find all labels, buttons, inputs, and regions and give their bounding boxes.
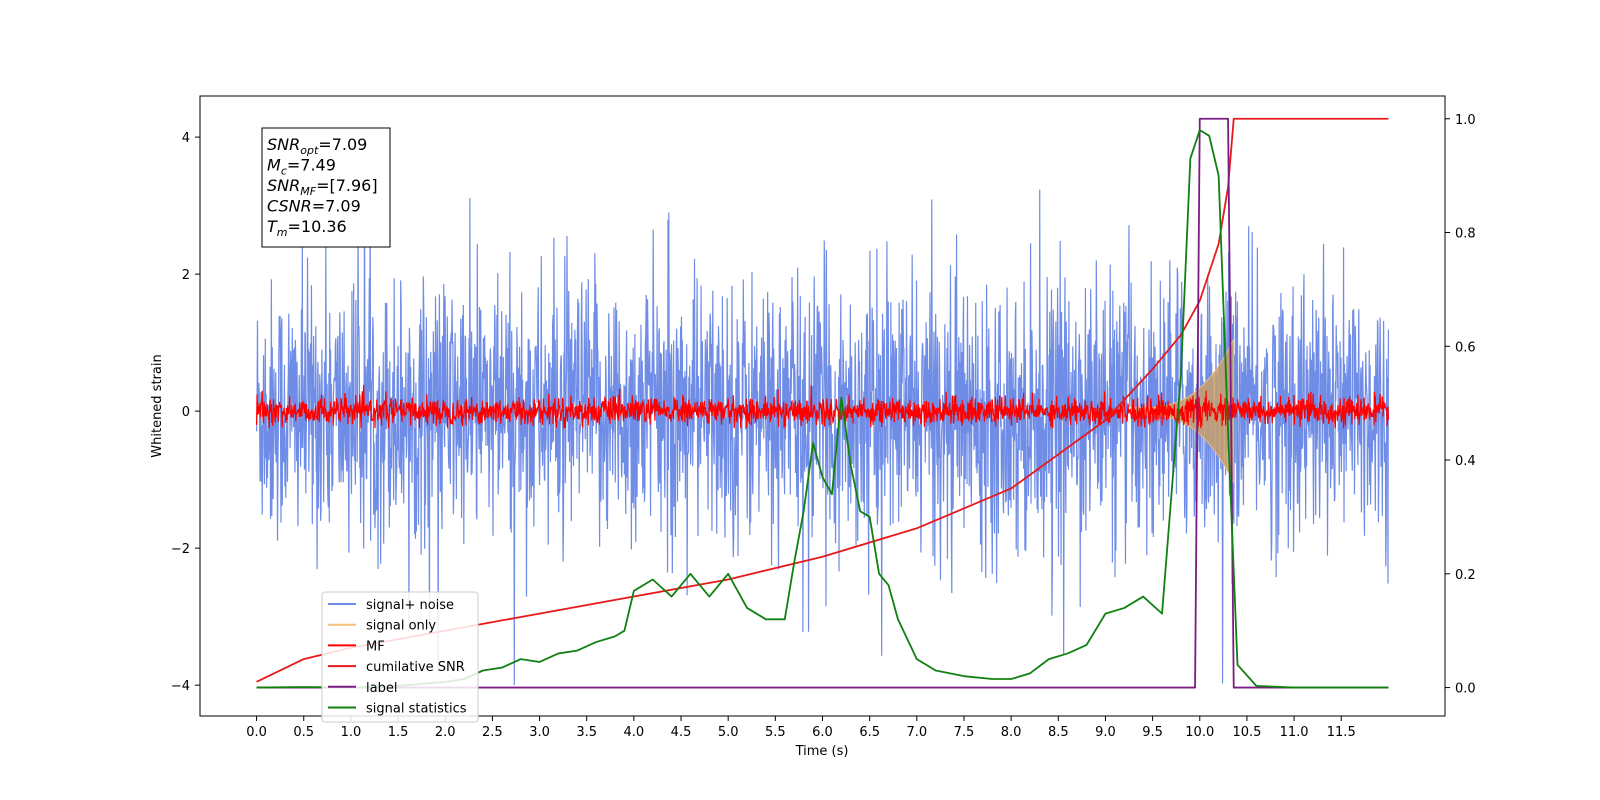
x-tick-label: 9.0 (1095, 725, 1116, 740)
x-tick-label: 11.0 (1280, 725, 1309, 740)
x-tick-label: 0.5 (293, 725, 314, 740)
x-axis-label: Time (s) (795, 744, 849, 759)
x-tick-label: 11.5 (1327, 725, 1356, 740)
x-tick-label: 8.0 (1001, 725, 1022, 740)
y-axis-label: Whitened strain (150, 354, 165, 457)
legend-label: signal only (366, 619, 436, 634)
legend-label: cumilative SNR (366, 660, 465, 675)
series-label-line (256, 117, 1389, 689)
y-tick-label: −2 (171, 542, 190, 557)
y2-tick-label: 0.4 (1455, 454, 1476, 469)
x-tick-label: 6.5 (859, 725, 880, 740)
y-axis: −4 −2 0 2 4 (171, 131, 200, 694)
x-axis: 0.0 0.5 1.0 1.5 2.0 2.5 3.0 3.5 4.0 4.5 5.0 5.5 6.0 6… (246, 716, 1356, 740)
y2-tick-label: 0.8 (1455, 227, 1476, 242)
x-tick-label: 5.5 (765, 725, 786, 740)
y2-tick-label: 0.6 (1455, 340, 1476, 355)
x-tick-label: 8.5 (1048, 725, 1069, 740)
info-box-line: SNRMF=[7.96] (267, 176, 378, 198)
y-tick-label: 4 (182, 131, 190, 146)
series-signal-statistics-line (256, 129, 1389, 689)
x-tick-label: 10.5 (1232, 725, 1261, 740)
legend-label: label (366, 681, 397, 696)
x-tick-label: 2.0 (435, 725, 456, 740)
legend-label: signal statistics (366, 702, 467, 717)
info-box-line: SNRopt=7.09 (267, 135, 367, 157)
legend: signal+ noise signal only MF cumilative SNR… (321, 591, 479, 723)
info-box-line: Mc=7.49 (267, 156, 336, 178)
y2-axis: 0.0 0.2 0.4 0.6 0.8 1.0 (1445, 113, 1476, 697)
y-tick-label: 2 (182, 268, 190, 283)
legend-label: MF (366, 639, 385, 654)
y2-tick-label: 0.2 (1455, 568, 1476, 583)
x-tick-label: 7.5 (954, 725, 975, 740)
y-tick-label: 0 (182, 405, 190, 420)
info-box-frame (261, 127, 391, 248)
x-tick-label: 3.0 (529, 725, 550, 740)
y2-tick-label: 1.0 (1455, 113, 1476, 128)
x-tick-label: 5.0 (718, 725, 739, 740)
x-tick-label: 0.0 (246, 725, 267, 740)
info-box-line: CSNR=7.09 (267, 197, 361, 216)
x-tick-label: 2.5 (482, 725, 503, 740)
series-mf-line (255, 384, 1390, 429)
x-tick-label: 4.5 (671, 725, 692, 740)
y2-tick-label: 0.0 (1455, 682, 1476, 697)
x-tick-label: 10.0 (1185, 725, 1214, 740)
x-tick-label: 1.0 (341, 725, 362, 740)
legend-frame (321, 591, 479, 723)
x-tick-label: 9.5 (1142, 725, 1163, 740)
info-box: SNRopt=7.09Mc=7.49SNRMF=[7.96]CSNR=7.09T… (261, 127, 391, 248)
x-tick-label: 1.5 (388, 725, 409, 740)
x-tick-label: 7.0 (906, 725, 927, 740)
x-tick-label: 6.0 (812, 725, 833, 740)
y-tick-label: −4 (171, 679, 190, 694)
x-tick-label: 3.5 (576, 725, 597, 740)
x-tick-label: 4.0 (624, 725, 645, 740)
legend-label: signal+ noise (366, 598, 454, 613)
info-box-line: Tm=10.36 (267, 217, 347, 239)
